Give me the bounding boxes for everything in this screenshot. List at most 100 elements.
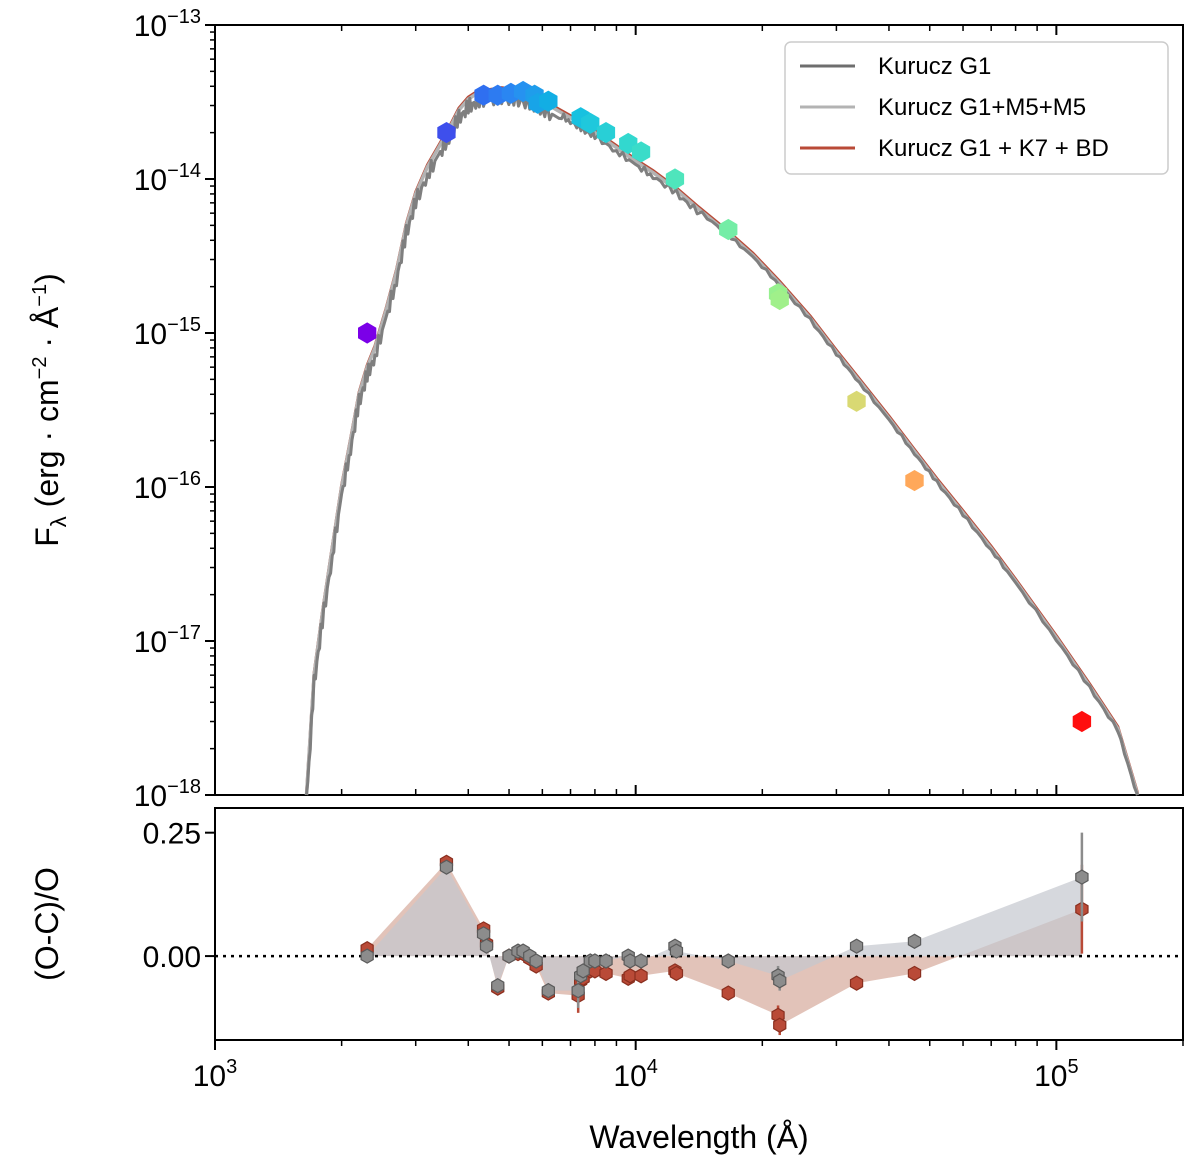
legend-label-kurucz-g1-k7-bd: Kurucz G1 + K7 + BD bbox=[878, 135, 1109, 162]
residual-panel: 0.250.00 103 104 105 (O-C)/O Wavelength (Å… bbox=[29, 807, 1184, 1155]
sed-y-tick-label-base: 10 bbox=[134, 472, 167, 505]
x-tick-label-base: 10 bbox=[193, 1060, 226, 1093]
residual-point-kurucz-g1-k7-bd bbox=[721, 985, 735, 1001]
y-label-exp2: −1 bbox=[29, 284, 51, 307]
model-curve-layer bbox=[304, 86, 1140, 796]
residual-point-kurucz-g1-k7-bd bbox=[849, 975, 864, 991]
sed-y-tick-label: 10−18 bbox=[134, 776, 201, 813]
legend-box bbox=[784, 41, 1169, 175]
sed-y-tick-label: 10−14 bbox=[134, 160, 201, 197]
x-axis-label: Wavelength (Å) bbox=[589, 1119, 808, 1155]
sed-y-tick-label-exponent: −15 bbox=[167, 314, 201, 336]
sed-y-tick-label-base: 10 bbox=[134, 164, 167, 197]
residual-point-kurucz-g1-m5-m5 bbox=[623, 953, 637, 969]
sed-y-tick-label: 10−13 bbox=[134, 6, 201, 43]
residual-point-kurucz-g1-m5-m5 bbox=[907, 933, 922, 949]
residual-point-kurucz-g1-m5-m5 bbox=[476, 926, 491, 942]
y-label-sub: λ bbox=[46, 516, 71, 527]
residual-x-ticks: 103 104 105 bbox=[193, 1056, 1079, 1093]
sed-y-tick-label-base: 10 bbox=[134, 780, 167, 813]
sed-y-tick-label-base: 10 bbox=[134, 10, 167, 43]
sed-y-tick-label-exponent: −17 bbox=[167, 622, 201, 644]
sed-y-tick-label-exponent: −14 bbox=[167, 160, 201, 182]
photometry-point bbox=[581, 112, 600, 134]
photometry-point bbox=[1072, 710, 1092, 733]
residual-point-kurucz-g1-k7-bd bbox=[907, 965, 922, 982]
model-curve-kurucz-g1-k7-bd bbox=[304, 86, 1140, 794]
y-label-mid: · Å bbox=[29, 306, 65, 356]
y-label-end: ) bbox=[29, 273, 65, 284]
model-curve-kurucz-g1-m5-m5 bbox=[304, 87, 1140, 796]
residual-y-axis-label: (O-C)/O bbox=[29, 867, 65, 981]
photometry-point bbox=[665, 168, 685, 190]
sed-minor-ticks bbox=[214, 25, 1184, 795]
residual-point-kurucz-g1-m5-m5 bbox=[479, 938, 494, 954]
sed-y-tick-label: 10−15 bbox=[134, 314, 201, 351]
x-tick-label-base: 10 bbox=[613, 1060, 646, 1093]
x-tick-label-exponent: 3 bbox=[226, 1056, 237, 1078]
legend-label-kurucz-g1-m5-m5: Kurucz G1+M5+M5 bbox=[878, 94, 1086, 121]
sed-y-tick-label: 10−16 bbox=[134, 468, 201, 505]
photometry-point bbox=[770, 288, 789, 311]
legend: Kurucz G1 Kurucz G1+M5+M5 Kurucz G1 + K7… bbox=[784, 41, 1169, 175]
sed-y-tick-label-base: 10 bbox=[134, 626, 167, 659]
residual-point-kurucz-g1-m5-m5 bbox=[588, 953, 602, 969]
photometry-point bbox=[905, 470, 924, 492]
x-tick-label: 104 bbox=[613, 1056, 658, 1093]
residual-point-kurucz-g1-k7-bd bbox=[599, 965, 613, 982]
photometry-point bbox=[631, 141, 651, 163]
residual-point-kurucz-g1-m5-m5 bbox=[1075, 869, 1089, 885]
sed-y-tick-label-base: 10 bbox=[134, 318, 167, 351]
residual-point-kurucz-g1-m5-m5 bbox=[529, 953, 543, 969]
residual-y-tick-label: 0.00 bbox=[143, 941, 201, 974]
photometry-point bbox=[847, 390, 866, 412]
residual-y-ticks: 0.25 0.00 bbox=[143, 818, 215, 974]
photometry-point bbox=[358, 322, 377, 344]
photometry-point bbox=[596, 122, 616, 144]
legend-label-kurucz-g1: Kurucz G1 bbox=[878, 53, 991, 80]
residual-point-kurucz-g1-m5-m5 bbox=[360, 948, 374, 964]
sed-y-tick-label-exponent: −13 bbox=[167, 6, 201, 28]
residual-point-kurucz-g1-m5-m5 bbox=[773, 973, 787, 989]
photometry-point bbox=[437, 122, 456, 144]
sed-plot-frame bbox=[214, 24, 1184, 796]
residual-point-kurucz-g1-k7-bd bbox=[623, 968, 637, 984]
residual-point-kurucz-g1-m5-m5 bbox=[599, 953, 613, 969]
x-tick-label: 103 bbox=[193, 1056, 238, 1093]
sed-y-tick-label-exponent: −18 bbox=[167, 776, 201, 798]
residual-points-layer bbox=[360, 832, 1089, 1036]
residual-point-kurucz-g1-m5-m5 bbox=[571, 982, 585, 999]
sed-y-axis-label: Fλ (erg · cm−2 · Å−1) bbox=[29, 273, 71, 547]
photometry-point bbox=[539, 90, 558, 112]
residual-plot-frame bbox=[214, 807, 1184, 1041]
residual-point-kurucz-g1-m5-m5 bbox=[849, 938, 864, 954]
residual-point-kurucz-g1-k7-bd bbox=[634, 968, 648, 984]
photometry-point bbox=[719, 218, 738, 241]
residual-point-kurucz-g1-m5-m5 bbox=[634, 953, 648, 969]
residual-point-kurucz-g1-m5-m5 bbox=[721, 953, 735, 969]
model-curve-kurucz-g1 bbox=[305, 89, 1139, 796]
y-label-exp1: −2 bbox=[29, 357, 51, 380]
sed-y-tick-label: 10−17 bbox=[134, 622, 201, 659]
x-tick-label: 105 bbox=[1034, 1056, 1079, 1093]
residual-point-kurucz-g1-k7-bd bbox=[773, 1017, 787, 1033]
y-label-rest: (erg · cm bbox=[29, 379, 65, 516]
residual-fill-kurucz-g1-m5-m5 bbox=[367, 867, 1082, 991]
sed-y-tick-label-exponent: −16 bbox=[167, 468, 201, 490]
residual-minor-ticks bbox=[214, 1040, 1184, 1050]
residual-point-kurucz-g1-m5-m5 bbox=[541, 982, 556, 999]
x-tick-label-exponent: 4 bbox=[647, 1056, 658, 1078]
residual-point-kurucz-g1-m5-m5 bbox=[439, 859, 454, 875]
photometry-layer bbox=[358, 80, 1092, 733]
x-tick-label-exponent: 5 bbox=[1067, 1056, 1078, 1078]
residual-fill-layer bbox=[367, 862, 1082, 1026]
residual-point-kurucz-g1-k7-bd bbox=[669, 965, 684, 982]
residual-y-tick-label: 0.25 bbox=[143, 818, 201, 851]
y-label-main: F bbox=[29, 527, 65, 547]
residual-point-kurucz-g1-m5-m5 bbox=[491, 978, 505, 994]
x-tick-label-base: 10 bbox=[1034, 1060, 1067, 1093]
residual-point-kurucz-g1-m5-m5 bbox=[669, 943, 684, 959]
